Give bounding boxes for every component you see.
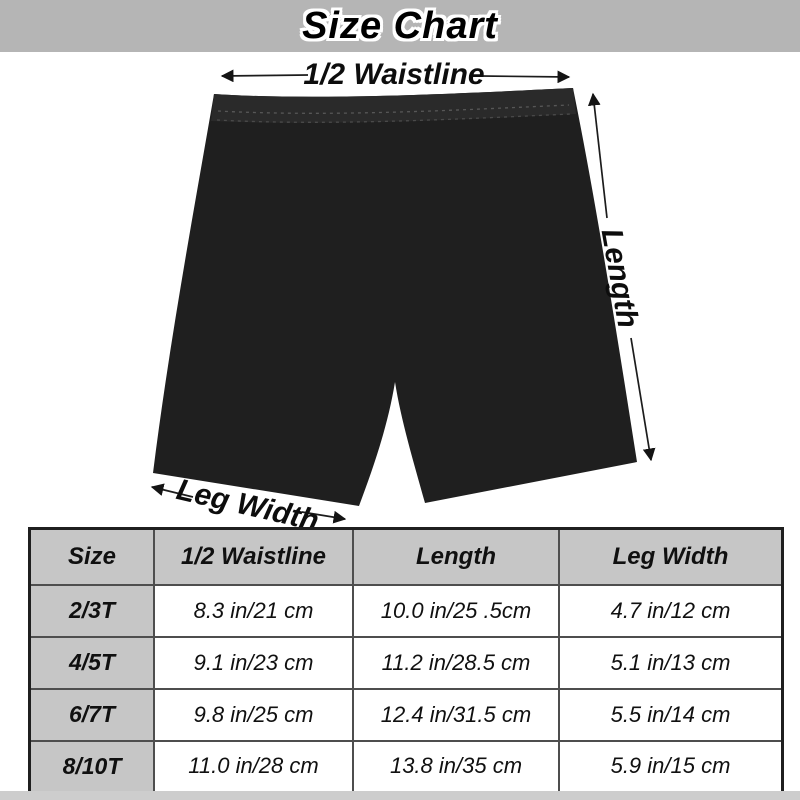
size-value: 8/10T (28, 739, 155, 794)
table-row: 4/5T 9.1 in/23 cm 11.2 in/28.5 cm 5.1 in… (28, 635, 784, 690)
leg-width-value: 5.1 in/13 cm (558, 635, 784, 690)
size-value: 2/3T (28, 583, 155, 638)
shorts-waistband (211, 88, 576, 123)
length-value: 10.0 in/25 .5cm (352, 583, 560, 638)
leg-width-value: 5.9 in/15 cm (558, 739, 784, 794)
leg-width-arrow-left (150, 483, 194, 498)
header-length: Length (352, 527, 560, 586)
shorts-body (153, 88, 637, 506)
length-arrow-top (587, 92, 608, 219)
page-title: Size Chart (302, 4, 498, 47)
header-waistline: 1/2 Waistline (153, 527, 354, 586)
waistline-label: 1/2 Waistline (303, 58, 484, 91)
leg-width-value: 4.7 in/12 cm (558, 583, 784, 638)
waistline-value: 11.0 in/28 cm (153, 739, 354, 794)
length-value: 12.4 in/31.5 cm (352, 687, 560, 742)
leg-width-arrow-right (301, 510, 347, 524)
waistband-stitch-line (216, 113, 572, 123)
shorts-illustration (153, 88, 637, 506)
table-header-row: Size 1/2 Waistline Length Leg Width (28, 527, 784, 586)
length-value: 11.2 in/28.5 cm (352, 635, 560, 690)
waistline-value: 9.8 in/25 cm (153, 687, 354, 742)
waistline-arrow-left (220, 69, 309, 83)
waistline-arrow-right (479, 70, 571, 84)
bottom-gray-strip (0, 791, 800, 800)
size-value: 6/7T (28, 687, 155, 742)
waistline-value: 9.1 in/23 cm (153, 635, 354, 690)
table-row: 8/10T 11.0 in/28 cm 13.8 in/35 cm 5.9 in… (28, 739, 784, 794)
header-leg-width: Leg Width (558, 527, 784, 586)
length-arrow-bottom (630, 337, 656, 462)
waistline-value: 8.3 in/21 cm (153, 583, 354, 638)
size-value: 4/5T (28, 635, 155, 690)
size-chart-table: Size 1/2 Waistline Length Leg Width 2/3T… (28, 527, 784, 794)
table-row: 2/3T 8.3 in/21 cm 10.0 in/25 .5cm 4.7 in… (28, 583, 784, 638)
shorts-measurement-diagram: 1/2 Waistline Length Leg Width (150, 58, 656, 527)
length-value: 13.8 in/35 cm (352, 739, 560, 794)
title-banner: Size Chart (0, 0, 800, 52)
waistline-measure: 1/2 Waistline (220, 58, 571, 91)
header-size: Size (28, 527, 155, 586)
leg-width-value: 5.5 in/14 cm (558, 687, 784, 742)
table-row: 6/7T 9.8 in/25 cm 12.4 in/31.5 cm 5.5 in… (28, 687, 784, 742)
waistband-stitch-line (217, 104, 570, 114)
